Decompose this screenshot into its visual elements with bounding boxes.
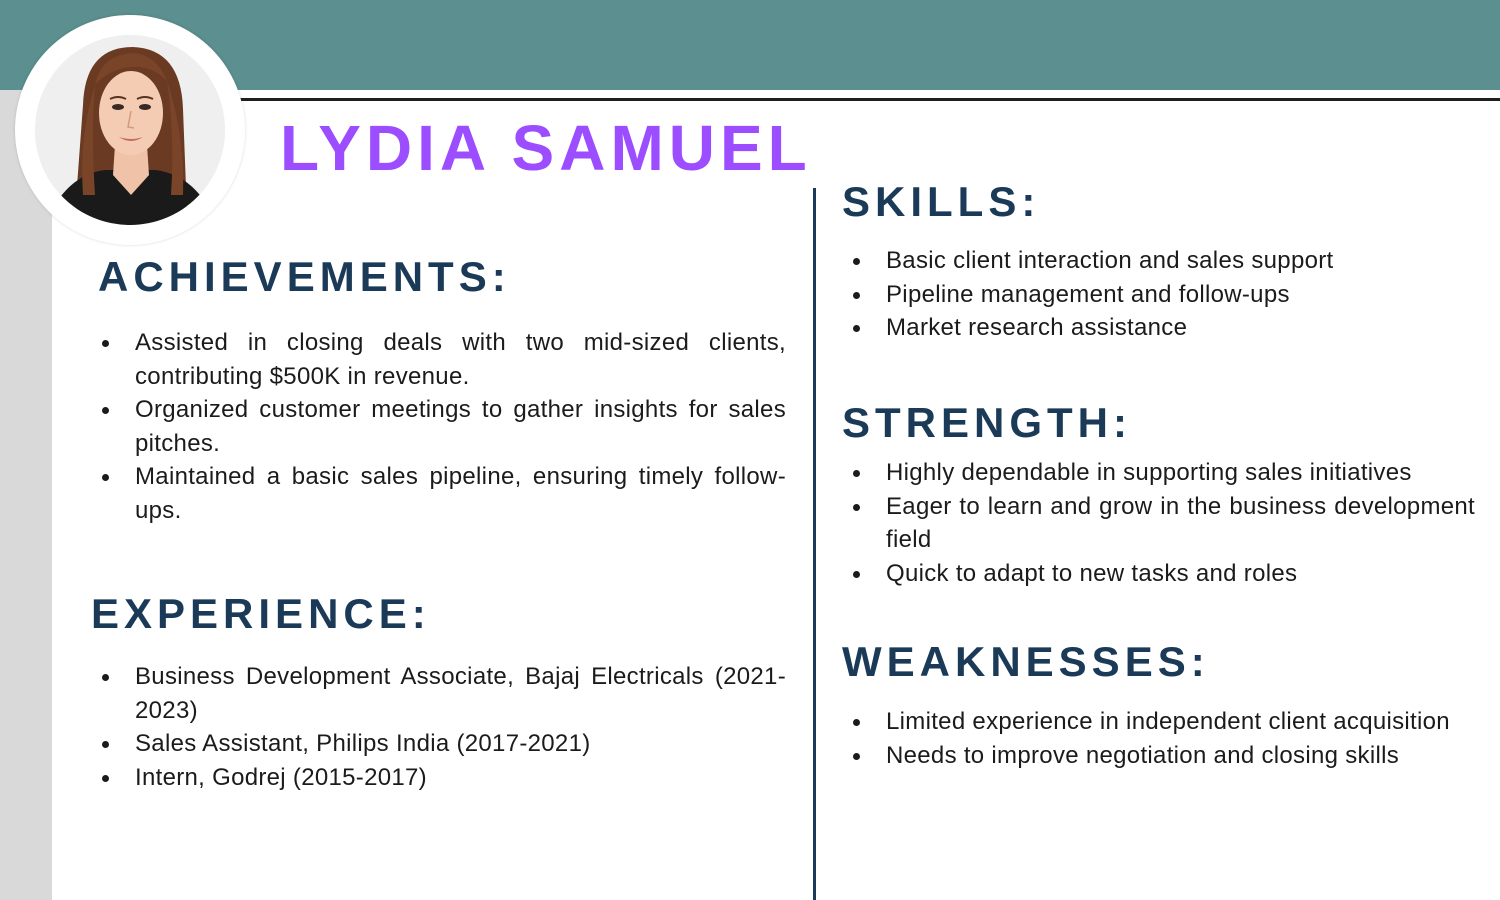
list-item: Limited experience in independent client…: [851, 705, 1475, 739]
list-item: Maintained a basic sales pipeline, ensur…: [100, 460, 786, 527]
list-item: Basic client interaction and sales suppo…: [851, 244, 1475, 278]
strength-heading: STRENGTH:: [842, 399, 1132, 446]
skills-list: Basic client interaction and sales suppo…: [851, 244, 1475, 345]
list-item: Market research assistance: [851, 311, 1475, 345]
profile-photo-frame: [15, 15, 245, 245]
weaknesses-heading: WEAKNESSES:: [842, 638, 1210, 685]
candidate-name: LYDIA SAMUEL: [280, 112, 812, 184]
header-divider-line: [230, 98, 1500, 101]
portrait-illustration: [35, 35, 225, 225]
experience-list: Business Development Associate, Bajaj El…: [100, 660, 786, 794]
skills-heading: SKILLS:: [842, 178, 1041, 225]
list-item: Sales Assistant, Philips India (2017-202…: [100, 727, 786, 761]
list-item: Highly dependable in supporting sales in…: [851, 456, 1475, 490]
list-item: Business Development Associate, Bajaj El…: [100, 660, 786, 727]
achievements-list: Assisted in closing deals with two mid-s…: [100, 326, 786, 527]
profile-photo: [35, 35, 225, 225]
list-item: Eager to learn and grow in the business …: [851, 490, 1475, 557]
top-color-band: [0, 0, 1500, 90]
column-divider: [813, 188, 816, 900]
achievements-heading: ACHIEVEMENTS:: [98, 253, 511, 300]
weaknesses-list: Limited experience in independent client…: [851, 705, 1475, 772]
list-item: Pipeline management and follow-ups: [851, 278, 1475, 312]
list-item: Quick to adapt to new tasks and roles: [851, 557, 1475, 591]
list-item: Organized customer meetings to gather in…: [100, 393, 786, 460]
strength-list: Highly dependable in supporting sales in…: [851, 456, 1475, 590]
list-item: Needs to improve negotiation and closing…: [851, 739, 1475, 773]
left-side-strip: [0, 90, 52, 900]
experience-heading: EXPERIENCE:: [91, 590, 431, 637]
list-item: Assisted in closing deals with two mid-s…: [100, 326, 786, 393]
list-item: Intern, Godrej (2015-2017): [100, 761, 786, 795]
